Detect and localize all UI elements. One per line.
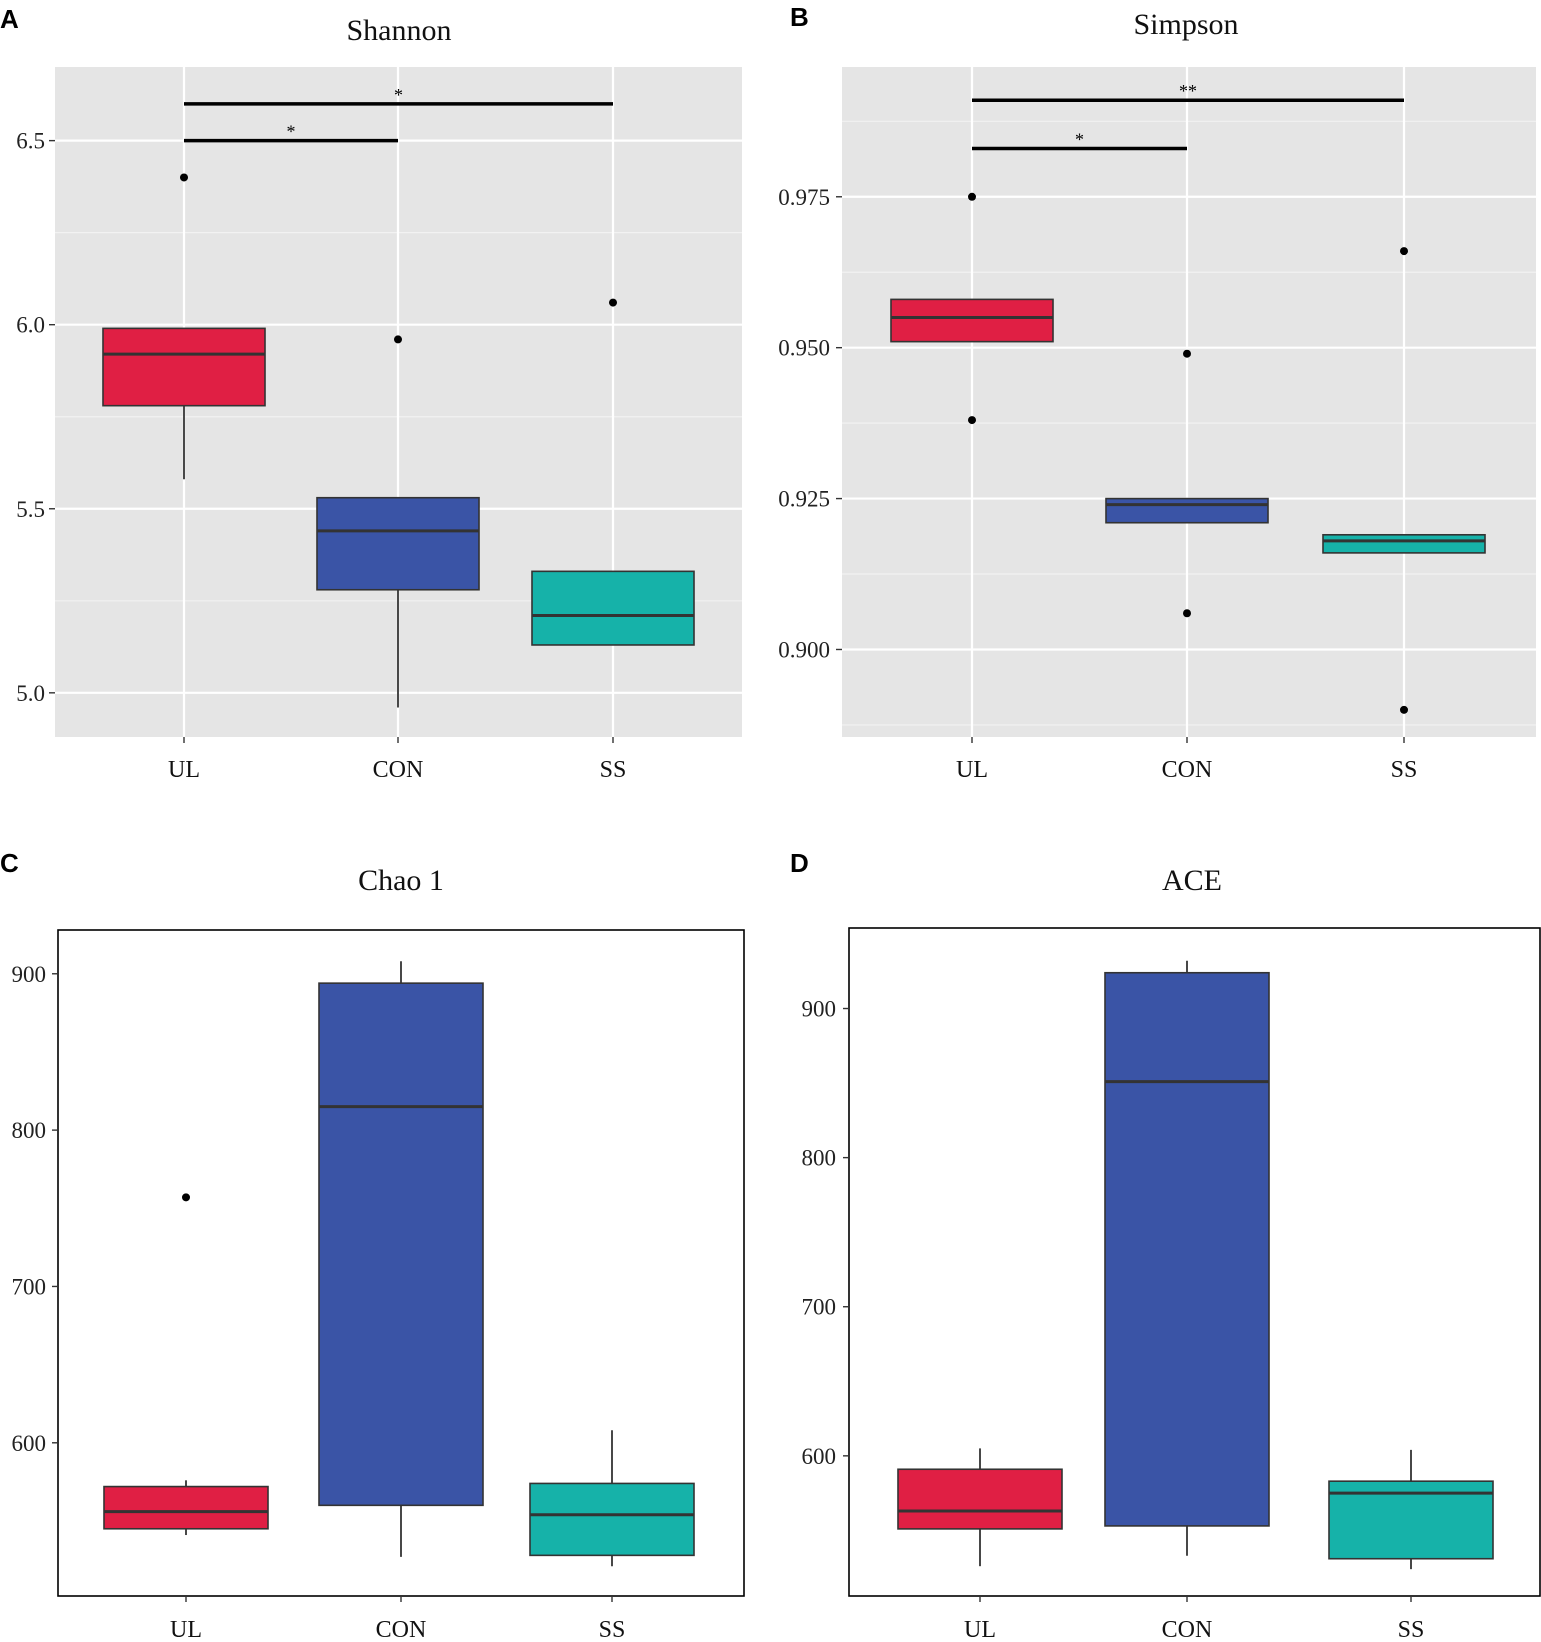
y-tick-label: 700 [802,1295,837,1320]
box-ss [1328,1449,1494,1570]
panel-A: 5.0 5.5 6.0 6.5 UL CON SS * * Shannon A [0,4,742,783]
box-ul [102,173,266,480]
x-category-label-con: CON [373,757,424,783]
box-ul [890,192,1054,425]
y-tick-label: 0.900 [778,637,830,662]
box-ul [103,1193,269,1536]
x-category-label-ul: UL [170,1617,202,1642]
panel-letter: D [790,848,809,878]
box-body [1322,533,1486,554]
box-body [1104,971,1270,1527]
outlier-point [1183,609,1191,618]
box-ss [529,1430,695,1567]
panel-title: ACE [1162,864,1222,897]
panel-letter: A [0,4,19,34]
outlier-point [1400,247,1408,256]
y-tick-label: 800 [802,1146,837,1171]
panel-C: 600 700 800 900 UL CON SS Chao 1 C [0,848,745,1642]
y-tick-label: 900 [12,962,47,987]
significance-label: ** [1179,81,1197,101]
box-body [316,496,480,591]
box-body [102,327,266,407]
y-tick-label: 6.0 [16,313,45,338]
box-body [897,1468,1063,1530]
panel-title: Chao 1 [358,864,444,897]
significance-label: * [287,122,296,142]
box-body [529,1482,695,1557]
y-tick-label: 600 [802,1444,837,1469]
box-body [1105,497,1269,524]
y-tick-label: 600 [12,1431,47,1456]
significance-label: * [1075,129,1084,149]
outlier-point [1183,349,1191,358]
panel-letter: C [0,848,19,878]
y-tick-label: 5.5 [16,497,45,522]
outlier-point [1400,705,1408,714]
box-con [1104,960,1270,1556]
outlier-point [968,192,976,201]
box-con [316,335,480,708]
x-category-label-ul: UL [964,1617,996,1642]
outlier-point [182,1193,190,1202]
y-tick-label: 0.950 [778,336,830,361]
x-category-label-ss: SS [1391,757,1418,783]
plot-background [842,67,1536,737]
x-category-label-ul: UL [168,757,200,783]
box-ss [531,298,695,646]
x-category-label-ss: SS [599,1617,626,1642]
x-category-label-ul: UL [956,757,988,783]
box-ss [1322,247,1486,714]
box-ul [897,1448,1063,1567]
x-category-label-ss: SS [600,757,627,783]
y-tick-label: 0.925 [778,487,830,512]
y-tick-label: 900 [802,997,837,1022]
box-body [531,570,695,646]
box-body [890,298,1054,343]
outlier-point [609,298,617,307]
x-category-label-con: CON [1162,757,1213,783]
y-tick-label: 5.0 [16,681,45,706]
x-category-label-con: CON [1162,1617,1213,1642]
x-category-label-con: CON [376,1617,427,1642]
box-con [318,961,484,1557]
panel-D: 600 700 800 900 UL CON SS ACE D [790,848,1541,1642]
panel-title: Simpson [1133,8,1238,41]
y-tick-label: 800 [12,1118,47,1143]
panel-title: Shannon [347,14,452,47]
panel-letter: B [790,2,809,32]
y-tick-label: 6.5 [16,129,45,154]
x-category-label-ss: SS [1398,1617,1425,1642]
outlier-point [180,173,188,182]
y-tick-label: 700 [12,1274,47,1299]
y-tick-label: 0.975 [778,185,830,210]
box-body [318,982,484,1507]
box-body [103,1485,269,1530]
box-con [1105,349,1269,618]
outlier-point [968,416,976,425]
significance-label: * [394,85,403,105]
outlier-point [394,335,402,344]
